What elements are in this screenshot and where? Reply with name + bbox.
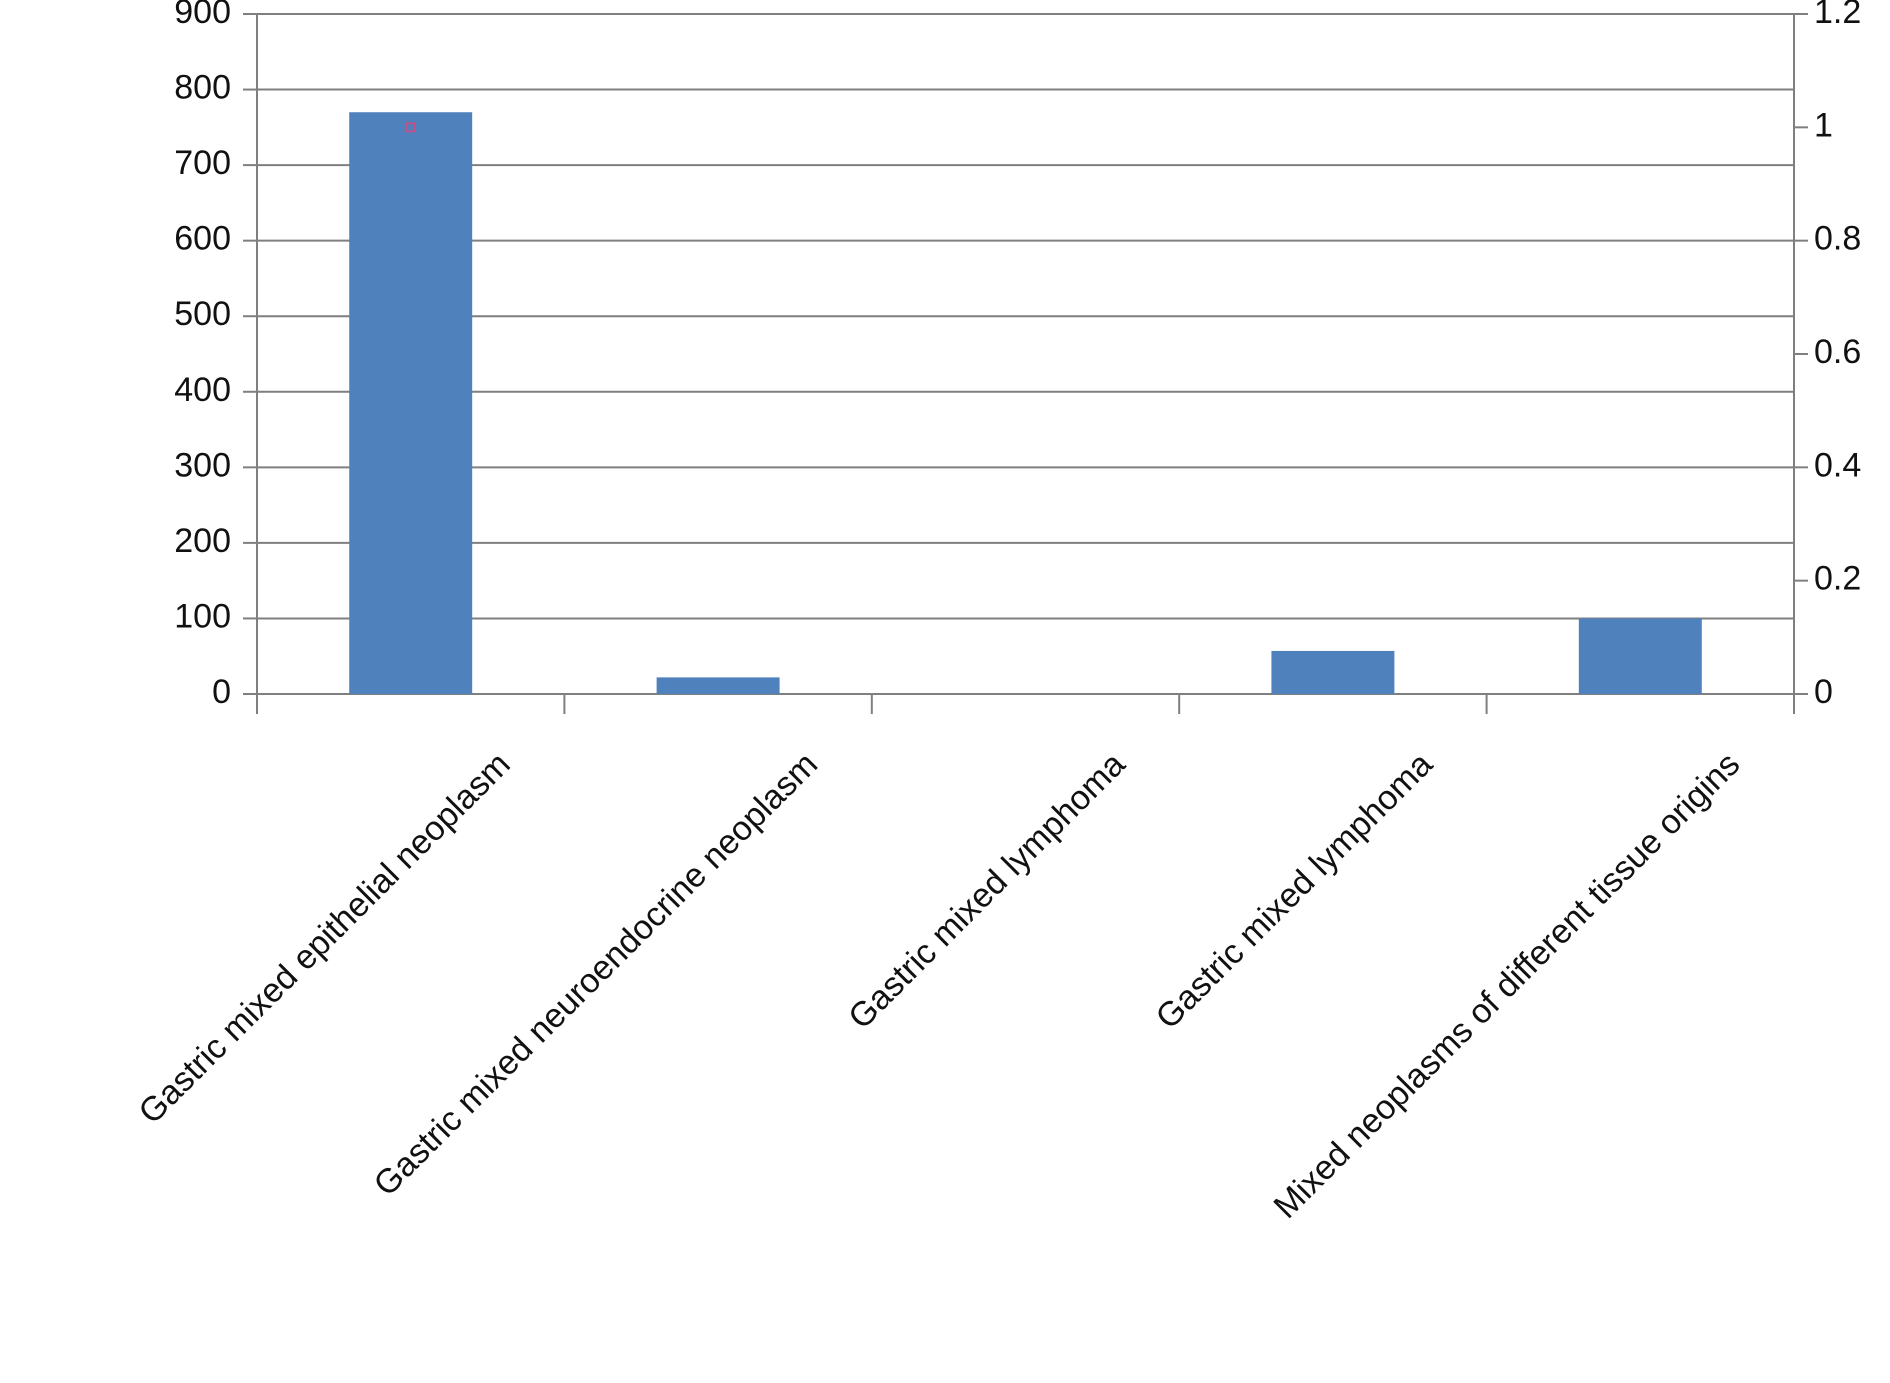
y2-tick-label: 1 xyxy=(1814,106,1833,144)
x-tick-label: Gastric mixed lymphoma xyxy=(841,745,1132,1036)
bar xyxy=(349,112,473,694)
y-tick-label: 800 xyxy=(174,69,231,107)
x-tick-label: Gastric mixed epithelial neoplasm xyxy=(131,745,517,1131)
y-tick-label: 500 xyxy=(174,295,231,333)
x-tick-label: Gastric mixed lymphoma xyxy=(1149,745,1440,1036)
y-tick-label: 100 xyxy=(174,597,231,635)
bar xyxy=(1271,650,1395,694)
y2-tick-label: 1.2 xyxy=(1814,0,1861,31)
marker xyxy=(405,122,416,133)
y-tick-label: 900 xyxy=(174,0,231,31)
y2-tick-label: 0.8 xyxy=(1814,220,1861,258)
bar xyxy=(656,677,780,694)
y-tick-label: 700 xyxy=(174,144,231,182)
y-tick-label: 600 xyxy=(174,220,231,258)
y-tick-label: 200 xyxy=(174,522,231,560)
bar xyxy=(1578,618,1702,694)
y2-tick-label: 0.2 xyxy=(1814,560,1861,598)
y2-tick-label: 0 xyxy=(1814,673,1833,711)
y2-tick-label: 0.6 xyxy=(1814,333,1861,371)
x-tick-label: Mixed neoplasms of different tissue orig… xyxy=(1267,745,1748,1226)
y2-tick-label: 0.4 xyxy=(1814,446,1861,484)
y-tick-label: 0 xyxy=(212,673,231,711)
y-tick-label: 400 xyxy=(174,371,231,409)
y-tick-label: 300 xyxy=(174,446,231,484)
